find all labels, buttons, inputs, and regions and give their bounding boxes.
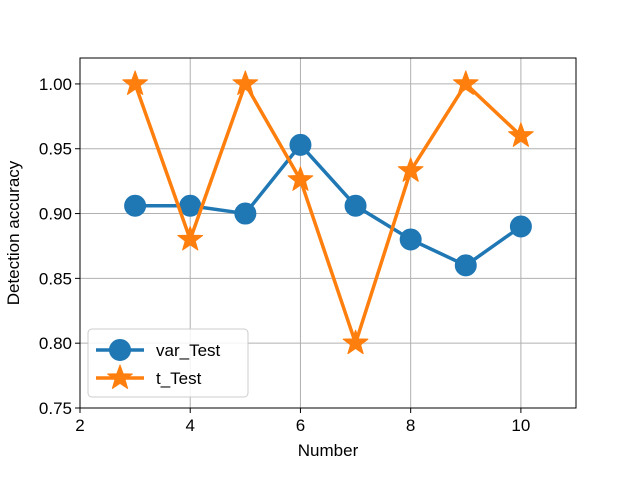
x-axis-title: Number [298, 441, 359, 460]
data-point-t-test [177, 225, 204, 251]
data-point-var-test [509, 215, 532, 238]
series-t-test [122, 70, 534, 355]
plot-frame [79, 57, 577, 409]
series-layer [122, 70, 534, 355]
data-point-var-test [124, 194, 147, 217]
data-point-t-test [287, 166, 314, 191]
x-tick-label: 6 [296, 416, 305, 435]
data-point-var-test [454, 254, 477, 277]
axis-ticks: 2 4 6 8 10 0.75 0.80 0.85 0.90 0.95 1.00 [39, 75, 530, 435]
data-point-var-test [399, 228, 422, 251]
data-point-t-test [452, 70, 479, 95]
legend-item-var-test: var_Test [96, 339, 221, 361]
legend-label: t_Test [156, 369, 202, 388]
data-point-var-test [344, 194, 367, 217]
x-tick-label: 2 [75, 416, 84, 435]
data-point-var-test [289, 133, 312, 156]
data-point-t-test [232, 70, 259, 95]
legend-label: var_Test [156, 341, 221, 360]
legend-item-t-test: t_Test [96, 364, 202, 390]
y-tick-label: 0.80 [39, 334, 72, 353]
y-tick-label: 0.85 [39, 269, 72, 288]
x-tick-label: 10 [511, 416, 530, 435]
data-point-t-test [122, 70, 148, 95]
data-point-t-test [508, 122, 534, 147]
series-var-test [124, 133, 532, 277]
y-tick-label: 1.00 [39, 75, 72, 94]
legend-marker [107, 364, 133, 390]
y-tick-label: 0.95 [39, 140, 72, 159]
y-tick-label: 0.75 [39, 399, 72, 418]
x-tick-label: 8 [406, 416, 415, 435]
data-point-t-test [342, 329, 369, 355]
x-tick-label: 4 [185, 416, 194, 435]
legend-marker [109, 339, 131, 361]
data-point-t-test [397, 157, 424, 182]
series-line-t-test [132, 81, 524, 345]
legend: var_Test t_Test [87, 328, 249, 398]
y-axis-title: Detection accuracy [4, 160, 23, 305]
data-point-var-test [234, 202, 257, 225]
y-tick-label: 0.90 [39, 205, 72, 224]
data-point-var-test [179, 194, 202, 217]
